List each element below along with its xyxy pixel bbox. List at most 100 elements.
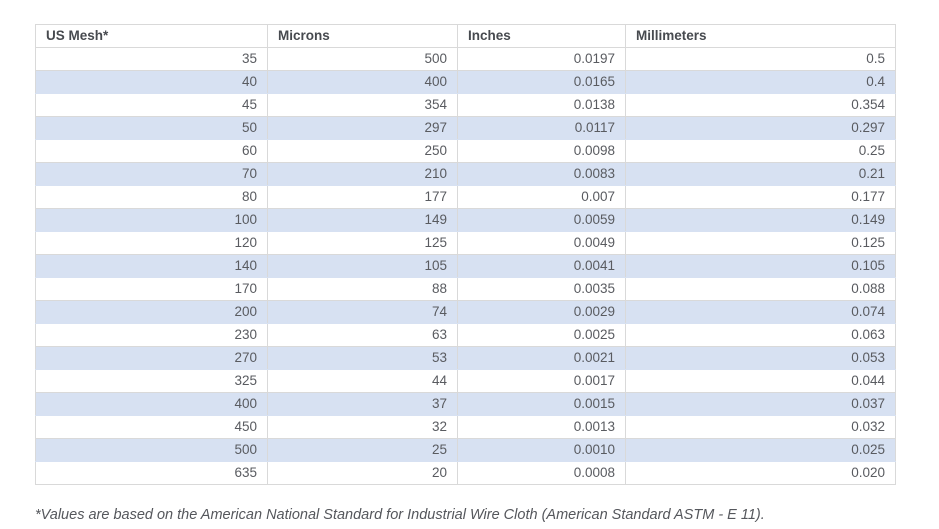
cell-millimeters: 0.032	[625, 415, 896, 439]
cell-microns: 74	[267, 300, 458, 324]
column-header-microns: Microns	[267, 24, 458, 48]
table-row: 140 105 0.0041 0.105	[35, 254, 896, 278]
cell-millimeters: 0.177	[625, 185, 896, 209]
cell-microns: 105	[267, 254, 458, 278]
cell-microns: 32	[267, 415, 458, 439]
cell-inches: 0.0035	[457, 277, 626, 301]
cell-millimeters: 0.5	[625, 47, 896, 71]
table-row: 400 37 0.0015 0.037	[35, 392, 896, 416]
cell-microns: 53	[267, 346, 458, 370]
cell-inches: 0.0138	[457, 93, 626, 117]
cell-microns: 44	[267, 369, 458, 393]
cell-microns: 63	[267, 323, 458, 347]
cell-us-mesh: 200	[35, 300, 268, 324]
cell-microns: 177	[267, 185, 458, 209]
cell-inches: 0.0025	[457, 323, 626, 347]
cell-inches: 0.0083	[457, 162, 626, 186]
table-row: 230 63 0.0025 0.063	[35, 323, 896, 347]
cell-us-mesh: 40	[35, 70, 268, 94]
cell-microns: 210	[267, 162, 458, 186]
column-header-inches: Inches	[457, 24, 626, 48]
cell-inches: 0.0049	[457, 231, 626, 255]
table-row: 45 354 0.0138 0.354	[35, 93, 896, 117]
cell-millimeters: 0.354	[625, 93, 896, 117]
cell-us-mesh: 270	[35, 346, 268, 370]
table-row: 50 297 0.0117 0.297	[35, 116, 896, 140]
cell-us-mesh: 35	[35, 47, 268, 71]
cell-microns: 125	[267, 231, 458, 255]
cell-inches: 0.0165	[457, 70, 626, 94]
cell-inches: 0.0021	[457, 346, 626, 370]
table-row: 325 44 0.0017 0.044	[35, 369, 896, 393]
cell-us-mesh: 325	[35, 369, 268, 393]
table-row: 170 88 0.0035 0.088	[35, 277, 896, 301]
cell-millimeters: 0.25	[625, 139, 896, 163]
cell-us-mesh: 120	[35, 231, 268, 255]
cell-inches: 0.0008	[457, 461, 626, 485]
cell-inches: 0.0059	[457, 208, 626, 232]
cell-us-mesh: 500	[35, 438, 268, 462]
table-row: 200 74 0.0029 0.074	[35, 300, 896, 324]
table-row: 270 53 0.0021 0.053	[35, 346, 896, 370]
cell-millimeters: 0.074	[625, 300, 896, 324]
cell-millimeters: 0.105	[625, 254, 896, 278]
cell-inches: 0.0041	[457, 254, 626, 278]
cell-microns: 37	[267, 392, 458, 416]
cell-us-mesh: 60	[35, 139, 268, 163]
table-row: 450 32 0.0013 0.032	[35, 415, 896, 439]
cell-inches: 0.0197	[457, 47, 626, 71]
cell-millimeters: 0.125	[625, 231, 896, 255]
cell-millimeters: 0.297	[625, 116, 896, 140]
cell-millimeters: 0.4	[625, 70, 896, 94]
table-row: 500 25 0.0010 0.025	[35, 438, 896, 462]
table-row: 100 149 0.0059 0.149	[35, 208, 896, 232]
cell-inches: 0.0029	[457, 300, 626, 324]
cell-millimeters: 0.21	[625, 162, 896, 186]
cell-millimeters: 0.037	[625, 392, 896, 416]
cell-microns: 25	[267, 438, 458, 462]
cell-microns: 297	[267, 116, 458, 140]
cell-microns: 20	[267, 461, 458, 485]
cell-inches: 0.0013	[457, 415, 626, 439]
cell-us-mesh: 635	[35, 461, 268, 485]
cell-us-mesh: 100	[35, 208, 268, 232]
table-row: 120 125 0.0049 0.125	[35, 231, 896, 255]
table-row: 40 400 0.0165 0.4	[35, 70, 896, 94]
cell-millimeters: 0.020	[625, 461, 896, 485]
cell-millimeters: 0.053	[625, 346, 896, 370]
mesh-conversion-table: US Mesh* Microns Inches Millimeters 35 50…	[35, 24, 896, 485]
cell-microns: 400	[267, 70, 458, 94]
cell-microns: 149	[267, 208, 458, 232]
cell-us-mesh: 80	[35, 185, 268, 209]
table-row: 80 177 0.007 0.177	[35, 185, 896, 209]
table-row: 635 20 0.0008 0.020	[35, 461, 896, 485]
cell-us-mesh: 50	[35, 116, 268, 140]
cell-inches: 0.0015	[457, 392, 626, 416]
table-row: 70 210 0.0083 0.21	[35, 162, 896, 186]
cell-millimeters: 0.149	[625, 208, 896, 232]
cell-inches: 0.0017	[457, 369, 626, 393]
cell-millimeters: 0.088	[625, 277, 896, 301]
cell-us-mesh: 70	[35, 162, 268, 186]
cell-us-mesh: 170	[35, 277, 268, 301]
cell-us-mesh: 400	[35, 392, 268, 416]
cell-inches: 0.0098	[457, 139, 626, 163]
column-header-us-mesh: US Mesh*	[35, 24, 268, 48]
cell-us-mesh: 450	[35, 415, 268, 439]
cell-microns: 250	[267, 139, 458, 163]
cell-inches: 0.0010	[457, 438, 626, 462]
cell-microns: 88	[267, 277, 458, 301]
column-header-millimeters: Millimeters	[625, 24, 896, 48]
table-row: 35 500 0.0197 0.5	[35, 47, 896, 71]
footnote: *Values are based on the American Nation…	[35, 507, 765, 523]
cell-inches: 0.007	[457, 185, 626, 209]
cell-us-mesh: 140	[35, 254, 268, 278]
cell-microns: 500	[267, 47, 458, 71]
table-header-row: US Mesh* Microns Inches Millimeters	[35, 24, 896, 48]
cell-us-mesh: 45	[35, 93, 268, 117]
cell-microns: 354	[267, 93, 458, 117]
cell-inches: 0.0117	[457, 116, 626, 140]
table-row: 60 250 0.0098 0.25	[35, 139, 896, 163]
cell-millimeters: 0.044	[625, 369, 896, 393]
